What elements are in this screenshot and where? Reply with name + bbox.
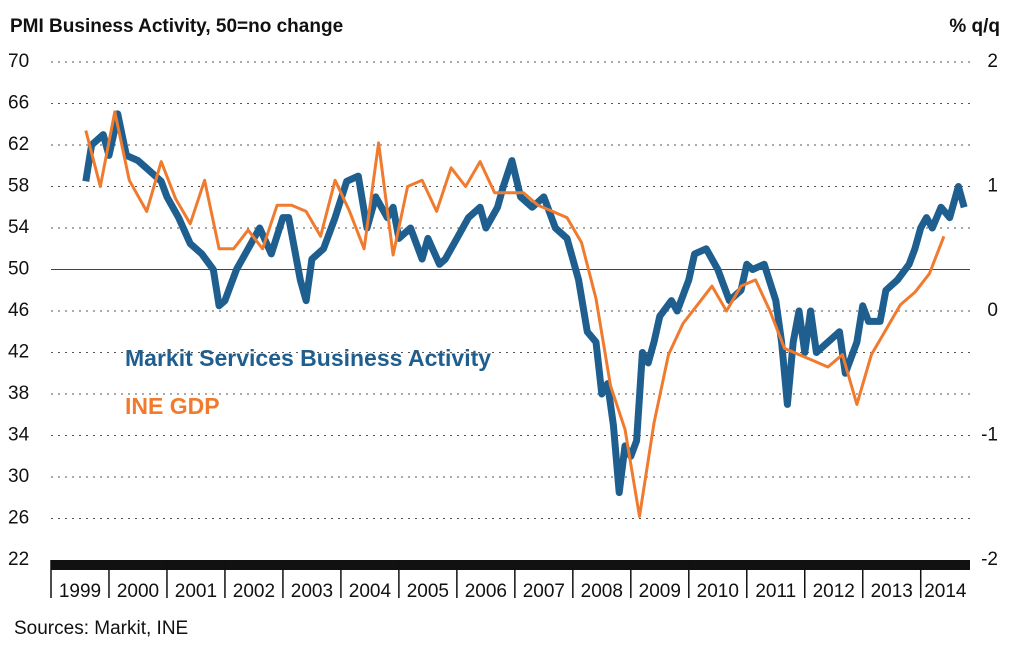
x-tick-label: 2012 (813, 581, 855, 602)
x-tick-label: 2001 (175, 581, 217, 602)
x-tick-label: 2002 (233, 581, 275, 602)
x-tick-label: 2009 (639, 581, 681, 602)
source-note: Sources: Markit, INE (14, 618, 188, 639)
y-tick-label: 30 (8, 466, 29, 487)
x-tick-label: 2013 (871, 581, 913, 602)
chart-title: PMI Business Activity, 50=no change (10, 16, 343, 37)
y-tick-label: 70 (8, 51, 29, 72)
x-tick-label: 2000 (117, 581, 159, 602)
y-tick-label: 26 (8, 508, 29, 529)
x-tick-label: 2014 (924, 581, 967, 602)
x-tick-label: 2007 (523, 581, 565, 602)
x-tick-label: 2004 (349, 581, 392, 602)
y2-tick-label: 1 (987, 176, 998, 197)
series-label: INE GDP (125, 393, 220, 419)
x-tick-label: 2010 (697, 581, 739, 602)
series-line (84, 110, 946, 518)
x-tick-label: 2006 (465, 581, 507, 602)
x-tick-label: 2008 (581, 581, 623, 602)
series-line (82, 110, 968, 497)
y-tick-label: 66 (8, 93, 29, 114)
y2-axis-title: % q/q (949, 16, 1000, 37)
y-tick-label: 62 (8, 134, 29, 155)
x-axis (51, 560, 970, 570)
y-tick-label: 58 (8, 176, 29, 197)
y-tick-label: 54 (8, 217, 30, 238)
y2-tick-label: 0 (987, 300, 998, 321)
x-tick-label: 1999 (59, 581, 101, 602)
y-tick-label: 50 (8, 259, 29, 280)
y-tick-label: 22 (8, 549, 29, 570)
x-tick-label: 2003 (291, 581, 333, 602)
x-tick-label: 2011 (755, 581, 796, 602)
y2-tick-label: -1 (981, 425, 998, 446)
series-label: Markit Services Business Activity (125, 345, 491, 371)
y2-tick-label: -2 (981, 549, 998, 570)
x-tick-label: 2005 (407, 581, 449, 602)
y-tick-label: 42 (8, 342, 29, 363)
y-tick-label: 46 (8, 300, 29, 321)
y2-tick-label: 2 (987, 51, 998, 72)
y-tick-label: 34 (8, 425, 30, 446)
y-tick-label: 38 (8, 383, 29, 404)
